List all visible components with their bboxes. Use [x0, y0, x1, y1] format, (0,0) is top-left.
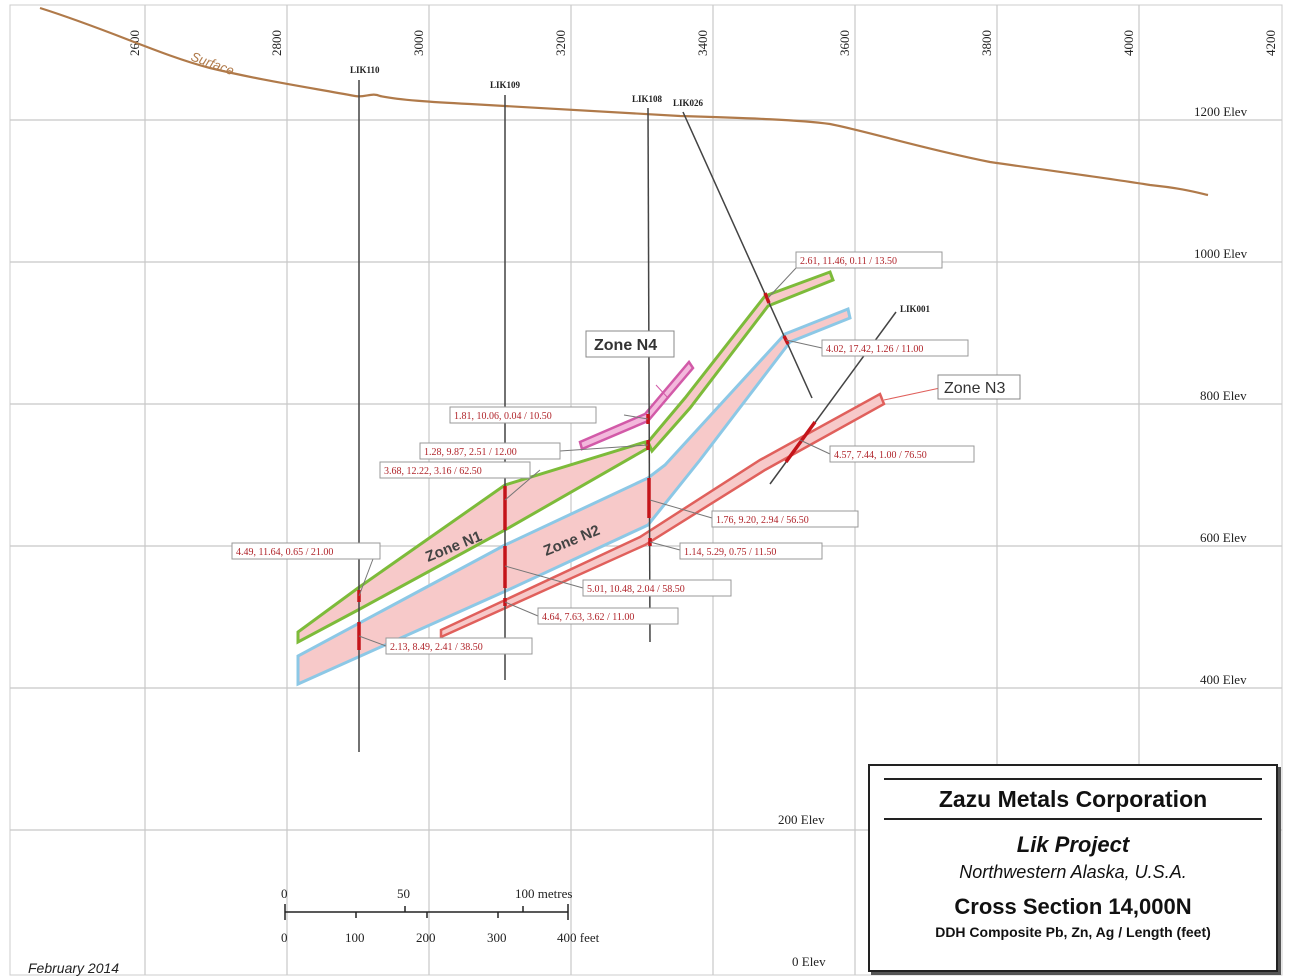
elevation-label: 0 Elev — [792, 954, 826, 969]
scale-label-feet: 200 — [416, 930, 436, 945]
scale-label-metres: 100 metres — [515, 886, 572, 901]
surface-label: Surface — [189, 49, 236, 78]
elevation-label: 200 Elev — [778, 812, 825, 827]
svg-text:1.81, 10.06, 0.04 / 10.50: 1.81, 10.06, 0.04 / 10.50 — [454, 411, 552, 422]
zone-n3-callout: Zone N3 — [937, 374, 1021, 400]
svg-text:2.13, 8.49, 2.41 / 38.50: 2.13, 8.49, 2.41 / 38.50 — [390, 642, 483, 653]
drillhole-label: LIK110 — [350, 65, 380, 75]
elevation-label: 800 Elev — [1200, 388, 1247, 403]
zone-n1-upper-limb — [646, 270, 835, 454]
easting-label: 3600 — [837, 30, 852, 56]
intercept-label: 1.14, 5.29, 0.75 / 11.50 — [679, 542, 823, 560]
intercept-labels: 2.61, 11.46, 0.11 / 13.50 4.02, 17.42, 1… — [231, 251, 975, 655]
svg-text:1.14, 5.29, 0.75 / 11.50: 1.14, 5.29, 0.75 / 11.50 — [684, 547, 776, 558]
elevation-label: 400 Elev — [1200, 672, 1247, 687]
drillhole-labels: LIK110 LIK109 LIK108 LIK026 LIK001 — [350, 65, 931, 314]
section-subtitle: DDH Composite Pb, Zn, Ag / Length (feet) — [935, 924, 1211, 940]
svg-text:4.64, 7.63, 3.62 / 11.00: 4.64, 7.63, 3.62 / 11.00 — [542, 612, 634, 623]
elevation-labels: 1200 Elev 1000 Elev 800 Elev 600 Elev 40… — [778, 104, 1248, 969]
grid-horizontal-lines — [10, 119, 1282, 831]
svg-text:4.57, 7.44, 1.00 / 76.50: 4.57, 7.44, 1.00 / 76.50 — [834, 450, 927, 461]
date-label: February 2014 — [28, 960, 120, 976]
svg-text:4.49, 11.64, 0.65 / 21.00: 4.49, 11.64, 0.65 / 21.00 — [236, 547, 333, 558]
zone-n4-label: Zone N4 — [594, 337, 657, 354]
svg-text:3.68, 12.22, 3.16 / 62.50: 3.68, 12.22, 3.16 / 62.50 — [384, 466, 482, 477]
intercept-marks — [357, 292, 817, 650]
zone-n4-callout: Zone N4 — [585, 330, 675, 358]
drillhole-label: LIK026 — [673, 98, 704, 108]
easting-labels: 2600 2800 3000 3200 3400 3600 3800 4000 … — [127, 30, 1278, 56]
scale-bar: 0 50 100 metres 0 100 200 300 400 feet — [281, 886, 600, 945]
surface-profile-line — [39, 6, 1209, 197]
intercept-label: 4.64, 7.63, 3.62 / 11.00 — [537, 607, 679, 625]
drillhole-lik108-trace — [647, 107, 651, 643]
intercept-label: 1.81, 10.06, 0.04 / 10.50 — [449, 406, 597, 424]
intercept-label: 4.49, 11.64, 0.65 / 21.00 — [231, 542, 381, 560]
scale-label-feet: 100 — [345, 930, 365, 945]
svg-text:1.76, 9.20, 2.94 / 56.50: 1.76, 9.20, 2.94 / 56.50 — [716, 515, 809, 526]
intercept-label: 4.02, 17.42, 1.26 / 11.00 — [821, 339, 969, 357]
zone-n3-shape — [439, 392, 886, 639]
project-location: Northwestern Alaska, U.S.A. — [959, 862, 1187, 882]
title-block-rule — [884, 778, 1262, 780]
zone-n3-label: Zone N3 — [944, 380, 1005, 397]
title-block: Zazu Metals Corporation Lik Project Nort… — [868, 764, 1278, 972]
svg-text:4.02, 17.42, 1.26 / 11.00: 4.02, 17.42, 1.26 / 11.00 — [826, 344, 923, 355]
title-block-rule — [884, 818, 1262, 820]
project-name: Lik Project — [1016, 832, 1130, 857]
zone-n4-shape — [578, 359, 695, 451]
svg-text:5.01, 10.48, 2.04 / 58.50: 5.01, 10.48, 2.04 / 58.50 — [587, 584, 685, 595]
intercept-label: 2.61, 11.46, 0.11 / 13.50 — [795, 251, 943, 269]
scale-label-metres: 0 — [281, 886, 288, 901]
elevation-label: 1200 Elev — [1194, 104, 1248, 119]
easting-label: 4000 — [1121, 30, 1136, 56]
svg-text:2.61, 11.46, 0.11 / 13.50: 2.61, 11.46, 0.11 / 13.50 — [800, 256, 897, 267]
intercept-label: 1.76, 9.20, 2.94 / 56.50 — [711, 510, 859, 528]
intercept-label: 1.28, 9.87, 2.51 / 12.00 — [419, 442, 561, 460]
zone-n2-shape — [296, 306, 852, 687]
easting-label: 4200 — [1263, 30, 1278, 56]
elevation-label: 600 Elev — [1200, 530, 1247, 545]
easting-label: 2800 — [269, 30, 284, 56]
intercept-label: 5.01, 10.48, 2.04 / 58.50 — [582, 579, 732, 597]
intercept-label: 4.57, 7.44, 1.00 / 76.50 — [829, 445, 975, 463]
easting-label: 3200 — [553, 30, 568, 56]
drillhole-label: LIK001 — [900, 304, 931, 314]
intercept-label: 2.13, 8.49, 2.41 / 38.50 — [385, 637, 533, 655]
drillhole-label: LIK109 — [490, 80, 521, 90]
intercept-leader-lines — [358, 267, 941, 647]
scale-label-feet: 300 — [487, 930, 507, 945]
company-name: Zazu Metals Corporation — [938, 786, 1208, 812]
scale-label-metres: 50 — [397, 886, 410, 901]
easting-label: 3800 — [979, 30, 994, 56]
easting-label: 3000 — [411, 30, 426, 56]
svg-text:1.28, 9.87, 2.51 / 12.00: 1.28, 9.87, 2.51 / 12.00 — [424, 447, 517, 458]
drillhole-lik026-trace — [682, 111, 813, 399]
section-title: Cross Section 14,000N — [954, 894, 1192, 919]
map-frame — [9, 4, 1283, 976]
scale-label-feet: 0 — [281, 930, 288, 945]
scale-label-feet: 400 feet — [557, 930, 600, 945]
elevation-label: 1000 Elev — [1194, 246, 1248, 261]
easting-label: 3400 — [695, 30, 710, 56]
drillhole-label: LIK108 — [632, 94, 663, 104]
intercept-label: 3.68, 12.22, 3.16 / 62.50 — [379, 461, 531, 479]
